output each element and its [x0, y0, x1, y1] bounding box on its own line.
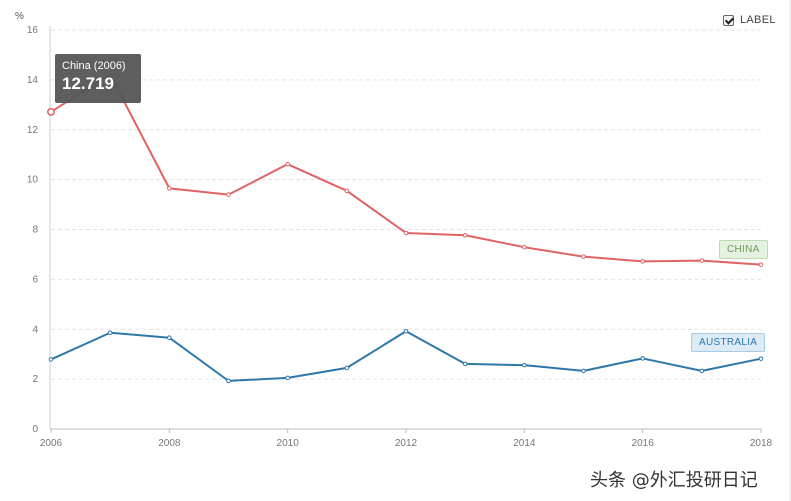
y-tick-label: 12 [27, 125, 39, 136]
x-tick-label: 2018 [750, 438, 773, 449]
y-tick-label: 2 [32, 374, 38, 385]
y-tick-label: 16 [27, 25, 39, 36]
data-point [758, 356, 764, 361]
data-point [167, 335, 172, 341]
data-point [522, 244, 527, 250]
y-tick-label: 14 [27, 75, 39, 86]
grid-lines [51, 29, 761, 380]
data-point [167, 186, 172, 191]
x-tick-label: 2012 [395, 438, 418, 449]
data-point [344, 365, 350, 371]
y-tick-label: 10 [27, 175, 39, 186]
data-point [403, 328, 409, 334]
data-point [522, 362, 527, 368]
label-toggle-text: LABEL [740, 14, 776, 26]
y-tick-label: 8 [32, 225, 38, 236]
y-tick-label: 6 [32, 274, 38, 285]
series-line-australia [50, 330, 762, 382]
data-point [462, 232, 468, 238]
tooltip-title: China (2006) [62, 60, 126, 72]
data-point [48, 357, 54, 362]
data-point [226, 378, 231, 384]
x-tick-label: 2006 [40, 438, 63, 449]
data-tooltip: China (2006) 12.719 [55, 54, 141, 103]
y-tick-label: 4 [32, 324, 38, 335]
x-tick-label: 2014 [513, 438, 536, 449]
series-line-china [50, 73, 762, 266]
data-point [462, 361, 468, 367]
watermark-text: 头条 @外汇投研日记 [590, 470, 758, 491]
data-point [699, 368, 705, 374]
data-point [107, 330, 113, 336]
highlighted-point [47, 107, 55, 116]
label-checkbox[interactable] [723, 14, 734, 26]
australia-series-label: AUSTRALIA [691, 333, 766, 352]
data-point [344, 188, 350, 194]
data-point [285, 375, 290, 381]
data-point [226, 192, 231, 197]
china-series-label: CHINA [719, 240, 768, 259]
x-tick-label: 2008 [158, 438, 181, 449]
data-point [403, 230, 409, 236]
x-tick-label: 2010 [277, 438, 300, 449]
label-toggle[interactable]: LABEL [723, 14, 776, 26]
tooltip-value: 12.719 [62, 74, 114, 93]
data-point [640, 259, 645, 264]
data-point [758, 262, 764, 267]
y-tick-label: 0 [32, 424, 38, 435]
axes: 0 2 4 6 8 10 12 14 16% 2006 2008 2010 2012 2014 2016 20… [15, 11, 773, 449]
series-lines [47, 72, 764, 384]
y-unit-label: % [15, 11, 24, 22]
data-point [285, 161, 290, 167]
data-point [581, 254, 586, 259]
data-point [640, 356, 645, 361]
data-point [699, 258, 705, 263]
x-tick-label: 2016 [632, 438, 655, 449]
data-point [581, 368, 586, 374]
